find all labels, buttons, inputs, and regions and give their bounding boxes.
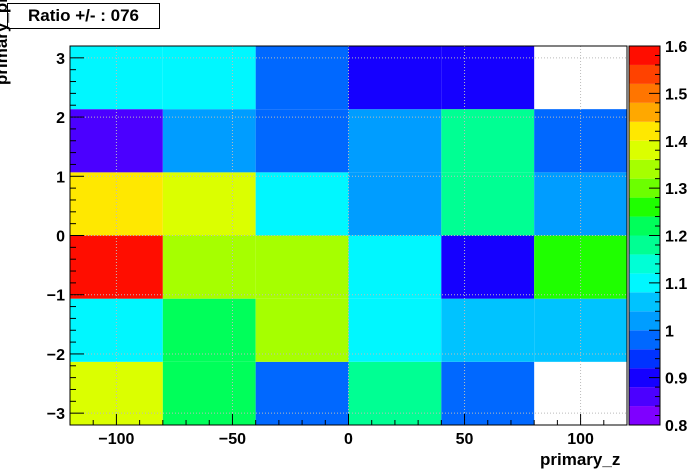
heatmap-cell xyxy=(255,235,349,299)
palette-swatch xyxy=(629,83,660,103)
palette-swatch xyxy=(629,197,660,217)
x-tick-label: 100 xyxy=(567,431,594,448)
x-tick-label: 0 xyxy=(344,431,353,448)
heatmap-cell xyxy=(441,109,535,173)
y-axis-title: primary_phi xyxy=(0,0,11,85)
heatmap-cell xyxy=(70,46,163,110)
heatmap-cell xyxy=(255,361,349,425)
heatmap-cell xyxy=(162,172,256,236)
y-tick-label: 3 xyxy=(56,51,65,68)
x-axis-title: primary_z xyxy=(540,450,621,469)
y-tick-label: −1 xyxy=(47,288,65,305)
palette-swatch xyxy=(629,349,660,369)
heatmap-cell xyxy=(441,298,535,362)
heatmap-cell xyxy=(70,298,163,362)
y-tick-label: −2 xyxy=(47,347,65,364)
x-tick-label: −100 xyxy=(98,431,134,448)
y-tick-label: −3 xyxy=(47,406,65,423)
heatmap-cell xyxy=(70,109,163,173)
heatmap-cell xyxy=(162,46,256,110)
heatmap-cell xyxy=(162,298,256,362)
palette-tick-label: 0.8 xyxy=(665,418,687,435)
palette-swatch xyxy=(629,64,660,84)
heatmap-cell xyxy=(162,235,256,299)
heatmap-cell xyxy=(534,298,627,362)
heatmap-cell xyxy=(348,298,442,362)
palette-swatch xyxy=(629,292,660,312)
palette-swatch xyxy=(629,178,660,198)
palette-swatch xyxy=(629,159,660,179)
palette-swatch xyxy=(629,102,660,122)
heatmap-cell xyxy=(162,361,256,425)
palette-tick-label: 1.2 xyxy=(665,229,687,246)
palette-swatch xyxy=(629,121,660,141)
heatmap-cell xyxy=(534,109,627,173)
heatmap-cell xyxy=(70,172,163,236)
heatmap-cell xyxy=(441,172,535,236)
heatmap-cell xyxy=(70,235,163,299)
palette-swatch xyxy=(629,140,660,160)
heatmap-cell xyxy=(255,46,349,110)
chart-title: Ratio +/- : 076 xyxy=(7,3,160,29)
heatmap-cell xyxy=(441,361,535,425)
heatmap-cell xyxy=(255,172,349,236)
heatmap-cell xyxy=(441,235,535,299)
palette-swatch xyxy=(629,406,660,425)
palette-tick-label: 1 xyxy=(665,323,674,340)
heatmap-cell xyxy=(348,109,442,173)
palette-tick-label: 1.6 xyxy=(665,39,687,56)
x-tick-label: −50 xyxy=(219,431,246,448)
heatmap-cell xyxy=(348,172,442,236)
palette-tick-label: 1.4 xyxy=(665,134,687,151)
palette-tick-label: 1.3 xyxy=(665,181,687,198)
palette-swatch xyxy=(629,387,660,407)
heatmap-cell xyxy=(255,109,349,173)
palette-swatch xyxy=(629,330,660,350)
palette-swatch xyxy=(629,216,660,236)
heatmap-cell xyxy=(255,298,349,362)
palette-tick-label: 1.5 xyxy=(665,86,687,103)
palette-swatch xyxy=(629,311,660,331)
heatmap-cell xyxy=(534,235,627,299)
y-tick-label: 0 xyxy=(56,229,65,246)
heatmap-cell xyxy=(534,172,627,236)
y-tick-label: 2 xyxy=(56,110,65,127)
palette-swatch xyxy=(629,273,660,293)
heatmap-cell xyxy=(441,46,535,110)
palette-tick-label: 1.1 xyxy=(665,276,687,293)
palette-swatch xyxy=(629,46,660,65)
x-tick-label: 50 xyxy=(456,431,474,448)
heatmap-cell xyxy=(348,361,442,425)
heatmap-cell xyxy=(348,46,442,110)
heatmap-cell xyxy=(162,109,256,173)
palette-tick-label: 0.9 xyxy=(665,371,687,388)
palette-swatch xyxy=(629,235,660,255)
y-tick-label: 1 xyxy=(56,169,65,186)
palette-swatch xyxy=(629,254,660,274)
heatmap-cell xyxy=(348,235,442,299)
palette-swatch xyxy=(629,368,660,388)
